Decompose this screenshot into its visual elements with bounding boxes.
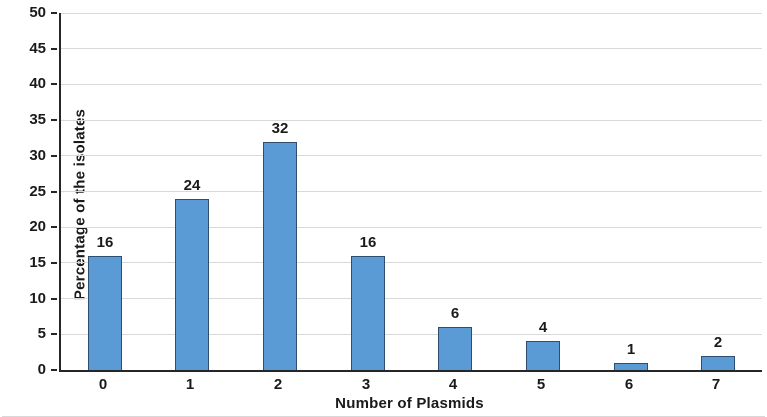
y-tick-label-25: 25	[29, 182, 46, 200]
gridline-y-50	[61, 12, 762, 14]
x-axis-title: Number of Plasmids	[335, 395, 484, 412]
y-tick-label-10: 10	[29, 289, 46, 307]
y-tick-label-20: 20	[29, 218, 46, 236]
x-tick-label-7: 7	[711, 376, 721, 393]
bar-value-label-7: 2	[713, 334, 723, 351]
gridline-y-45	[61, 48, 762, 50]
plot-area: Percentage of the isolates 16 24 32 16 6 4 1 2	[59, 12, 762, 372]
y-axis-tick-50	[51, 12, 57, 14]
y-axis-tick-0	[51, 369, 57, 371]
bar-plasmids-7	[701, 356, 735, 370]
y-axis-tick-15	[51, 261, 57, 264]
y-axis-tick-35	[51, 119, 57, 122]
bar-value-label-4: 6	[450, 305, 460, 322]
x-tick-label-4: 4	[448, 376, 458, 393]
bar-plasmids-6	[614, 363, 648, 370]
gridline-y-25	[61, 191, 762, 192]
x-tick-label-1: 1	[185, 376, 195, 393]
y-tick-label-45: 45	[29, 39, 46, 57]
bar-plasmids-3	[351, 256, 385, 370]
bar-plasmids-2	[263, 142, 297, 370]
y-axis-title: Percentage of the isolates	[71, 108, 89, 301]
y-tick-label-50: 50	[29, 4, 46, 21]
gridline-y-40	[61, 83, 762, 85]
bar-plasmids-4	[438, 327, 472, 370]
y-tick-label-5: 5	[37, 325, 46, 343]
bar-plasmids-5	[526, 341, 560, 370]
gridline-y-30	[61, 155, 762, 157]
y-axis-tick-30	[51, 154, 57, 157]
bar-value-label-6: 1	[626, 341, 636, 358]
y-tick-label-15: 15	[29, 253, 46, 271]
x-tick-label-0: 0	[98, 376, 108, 393]
y-axis-tick-5	[51, 333, 57, 336]
y-axis-tick-40	[51, 83, 57, 86]
bar-plasmids-0	[88, 256, 122, 370]
x-tick-label-2: 2	[273, 376, 283, 393]
gridline-y-15	[61, 262, 762, 264]
y-axis-tick-10	[51, 297, 57, 300]
bar-value-label-0: 16	[96, 234, 114, 251]
y-tick-label-40: 40	[29, 75, 46, 93]
x-tick-label-5: 5	[536, 376, 546, 393]
gridline-y-5	[61, 333, 762, 335]
y-tick-label-0: 0	[37, 361, 46, 378]
x-tick-label-6: 6	[624, 376, 634, 393]
gridline-y-35	[61, 119, 762, 121]
gridline-y-20	[61, 226, 762, 228]
bar-plasmids-1	[175, 199, 209, 370]
y-axis-tick-25	[51, 190, 57, 193]
y-tick-label-30: 30	[29, 146, 46, 164]
bar-value-label-2: 32	[271, 120, 289, 137]
gridline-y-10	[61, 298, 762, 300]
y-tick-label-35: 35	[29, 111, 46, 129]
bar-value-label-3: 16	[359, 234, 377, 251]
bar-value-label-5: 4	[538, 319, 548, 336]
y-axis-tick-45	[51, 47, 57, 50]
y-axis-tick-20	[51, 226, 57, 229]
x-tick-label-3: 3	[361, 376, 371, 393]
bar-value-label-1: 24	[183, 177, 201, 194]
